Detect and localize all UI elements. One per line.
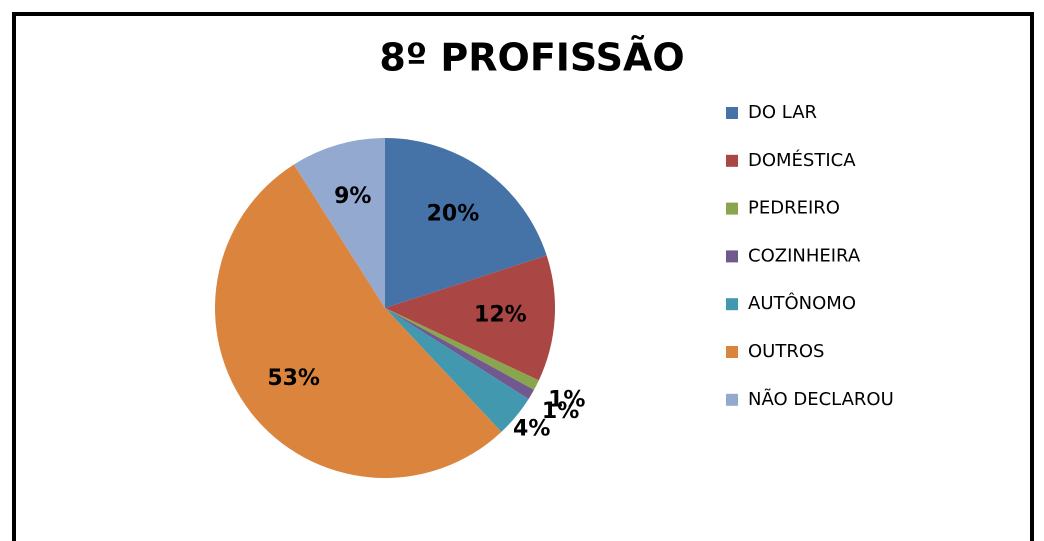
legend-label: PEDREIRO: [748, 198, 840, 219]
legend-swatch: [726, 393, 738, 406]
legend-swatch: [726, 298, 738, 311]
data-label: 1%: [548, 388, 585, 413]
legend-label: OUTROS: [748, 341, 824, 362]
legend-swatch: [726, 250, 738, 263]
legend-label: DO LAR: [748, 102, 817, 123]
pie-slice: [385, 308, 529, 432]
data-label: 4%: [513, 416, 550, 441]
data-label: 9%: [334, 184, 371, 209]
legend-swatch: [726, 202, 738, 215]
legend-label: AUTÔNOMO: [748, 292, 856, 314]
pie-slice: [385, 308, 539, 390]
pie-slice: [293, 138, 385, 308]
pie-slice: [385, 308, 534, 400]
legend-swatch: [726, 346, 738, 358]
chart-title: 8º PROFISSÃO: [379, 36, 684, 80]
legend-label: DOMÉSTICA: [748, 149, 856, 171]
pie-slice: [385, 138, 547, 308]
pie-slice: [214, 164, 502, 479]
data-label: 1%: [542, 399, 579, 424]
data-label: 20%: [427, 201, 480, 226]
pie-slice: [385, 255, 555, 381]
frame: [12, 12, 1034, 541]
legend-label: NÃO DECLAROU: [748, 388, 894, 410]
legend-label: COZINHEIRA: [748, 245, 861, 266]
data-label: 12%: [474, 302, 527, 327]
legend-swatch: [726, 107, 738, 119]
data-label: 53%: [267, 366, 320, 391]
legend-swatch: [726, 154, 738, 167]
